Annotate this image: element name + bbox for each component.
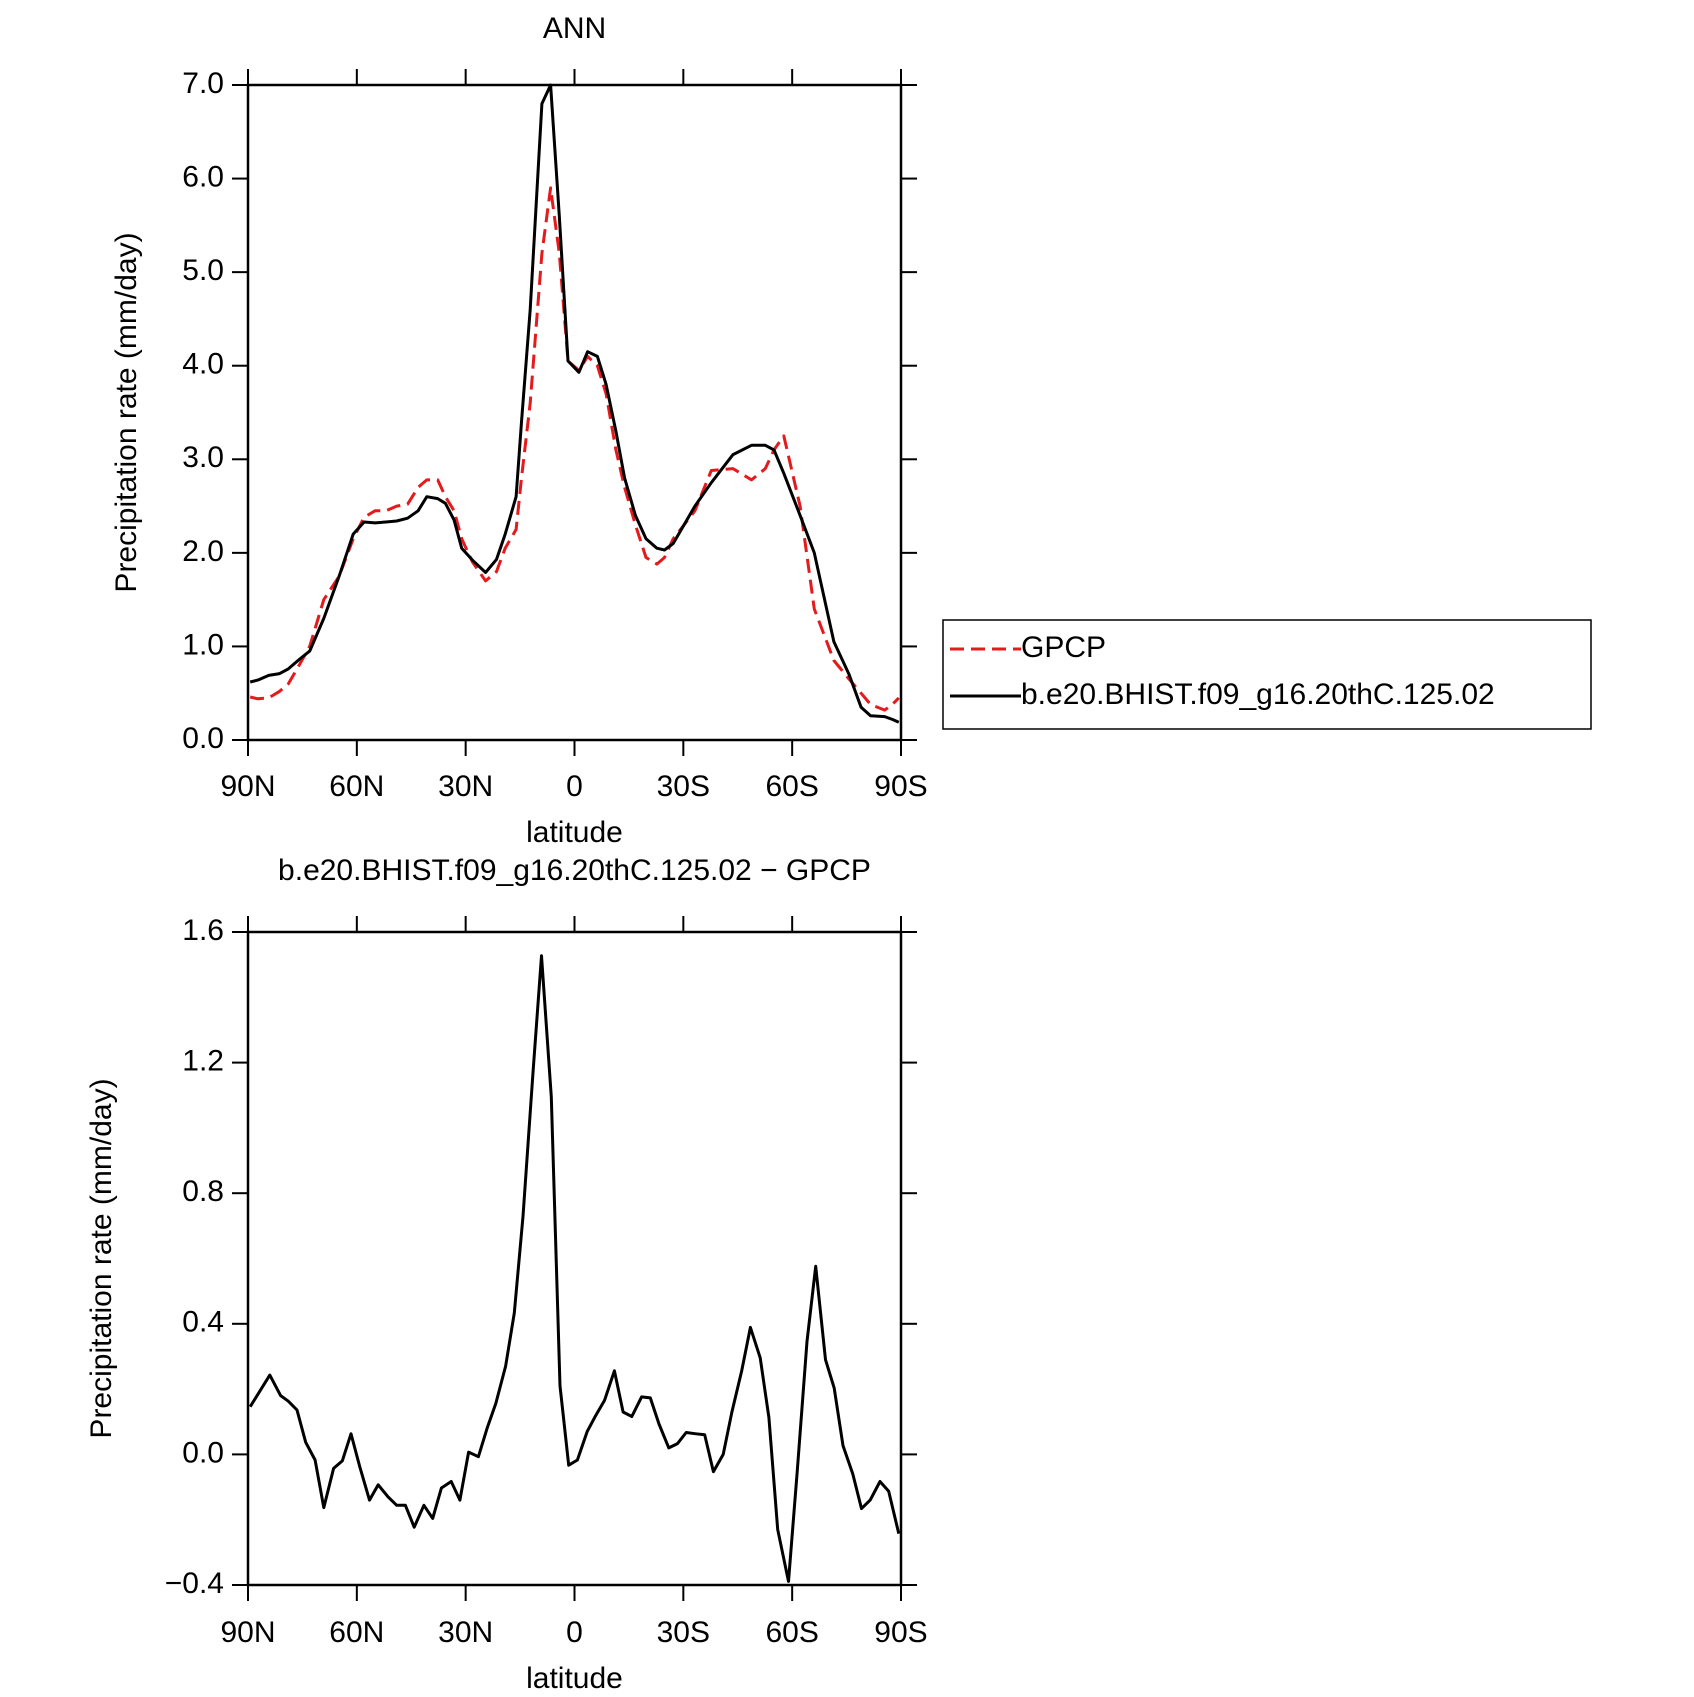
y-tick-label: 0.4 <box>182 1306 224 1339</box>
x-tick-label: 60S <box>765 1616 818 1649</box>
x-tick-label: 90N <box>220 770 275 803</box>
y-tick-label: 0.0 <box>182 1436 224 1469</box>
x-tick-label: 60N <box>329 770 384 803</box>
x-tick-label: 30N <box>438 1616 493 1649</box>
legend-box <box>942 619 1592 730</box>
y-tick-label: 3.0 <box>182 441 224 474</box>
chart-title: b.e20.BHIST.f09_g16.20thC.125.02 − GPCP <box>278 854 871 887</box>
plot-frame <box>246 83 903 742</box>
x-axis-label: latitude <box>526 816 623 849</box>
x-tick-label: 30N <box>438 770 493 803</box>
x-tick-label: 90N <box>220 1616 275 1649</box>
x-tick-label: 90S <box>874 1616 927 1649</box>
y-tick-label: −0.4 <box>165 1567 224 1600</box>
legend-label: GPCP <box>1021 631 1106 664</box>
data-line <box>249 186 900 712</box>
x-axis-label: latitude <box>526 1662 623 1695</box>
x-tick-label: 60S <box>765 770 818 803</box>
y-tick-label: 4.0 <box>182 348 224 381</box>
x-tick-label: 90S <box>874 770 927 803</box>
y-tick-label: 0.8 <box>182 1175 224 1208</box>
y-axis-label: Precipitation rate (mm/day) <box>110 232 143 592</box>
y-tick-label: 1.0 <box>182 628 224 661</box>
y-tick-label: 1.6 <box>182 914 224 947</box>
x-tick-label: 60N <box>329 1616 384 1649</box>
y-tick-label: 2.0 <box>182 535 224 568</box>
x-tick-label: 30S <box>657 1616 710 1649</box>
x-tick-label: 30S <box>657 770 710 803</box>
y-tick-label: 0.0 <box>182 722 224 755</box>
y-tick-label: 5.0 <box>182 254 224 287</box>
plot-frame <box>246 930 903 1587</box>
y-tick-label: 1.2 <box>182 1045 224 1078</box>
data-line <box>248 954 901 1583</box>
y-tick-label: 6.0 <box>182 160 224 193</box>
y-axis-label: Precipitation rate (mm/day) <box>85 1078 118 1438</box>
data-line <box>249 83 900 724</box>
x-tick-label: 0 <box>566 1616 583 1649</box>
y-tick-label: 7.0 <box>182 67 224 100</box>
x-tick-label: 0 <box>566 770 583 803</box>
legend: GPCP b.e20.BHIST.f09_g16.20thC.125.02 <box>942 619 1592 730</box>
legend-label: b.e20.BHIST.f09_g16.20thC.125.02 <box>1021 678 1495 711</box>
chart-title: ANN <box>543 12 606 45</box>
